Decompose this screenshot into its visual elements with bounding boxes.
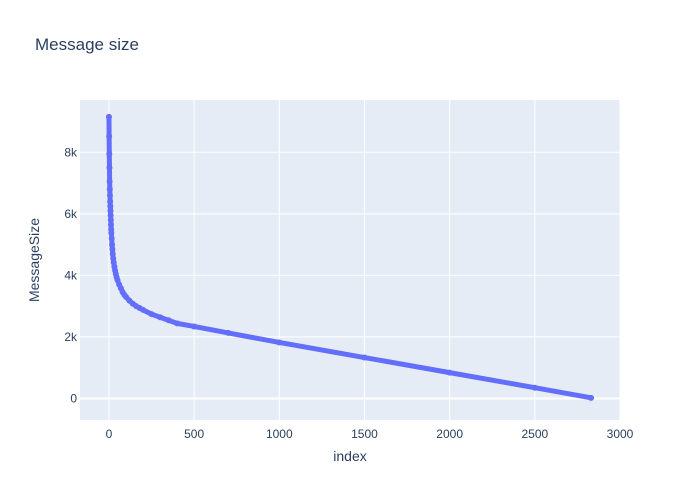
data-point — [276, 339, 283, 346]
data-point — [174, 320, 181, 327]
x-tick-label: 3000 — [607, 427, 634, 441]
data-point — [140, 306, 147, 313]
data-point — [109, 241, 116, 248]
x-tick-label: 1000 — [266, 427, 293, 441]
data-point — [114, 277, 121, 283]
x-tick-label: 500 — [184, 427, 204, 441]
data-point — [106, 186, 113, 193]
y-tick-label: 0 — [70, 391, 77, 405]
data-point — [106, 133, 113, 140]
data-point — [148, 311, 155, 318]
data-point — [107, 207, 114, 214]
data-point — [108, 229, 115, 236]
x-tick-label: 2500 — [521, 427, 548, 441]
data-point — [107, 217, 114, 223]
data-point — [191, 323, 198, 330]
plot-area — [80, 100, 620, 420]
x-tick-label: 2000 — [436, 427, 463, 441]
data-point — [106, 192, 113, 199]
data-point — [107, 198, 114, 205]
chart-title: Message size — [35, 35, 139, 54]
data-point — [106, 178, 113, 185]
data-point — [107, 203, 114, 210]
data-point — [108, 235, 115, 242]
data-point — [107, 212, 114, 219]
x-tick-label: 0 — [106, 427, 113, 441]
x-tick-label: 1500 — [351, 427, 378, 441]
data-point — [446, 369, 453, 376]
data-point — [106, 164, 113, 171]
data-point — [109, 246, 116, 253]
data-point — [225, 329, 232, 336]
data-point — [165, 317, 172, 324]
data-point — [361, 354, 368, 361]
x-axis-title: index — [333, 448, 366, 464]
data-point — [531, 384, 538, 391]
y-tick-label: 4k — [64, 268, 78, 282]
y-axis-title: MessageSize — [26, 218, 42, 302]
gridlines — [80, 100, 621, 420]
data-point — [108, 221, 115, 228]
y-tick-label: 8k — [64, 145, 78, 159]
data-point — [105, 113, 112, 120]
series-group — [105, 113, 595, 401]
data-point — [588, 394, 595, 401]
y-tick-label: 6k — [64, 207, 78, 221]
data-point — [157, 314, 164, 321]
tick-labels: 0 500 1000 1500 2000 2500 3000 0 2k 4k 6k 8k — [64, 145, 633, 441]
y-tick-label: 2k — [64, 330, 78, 344]
data-point — [109, 250, 116, 257]
data-point — [106, 150, 113, 157]
